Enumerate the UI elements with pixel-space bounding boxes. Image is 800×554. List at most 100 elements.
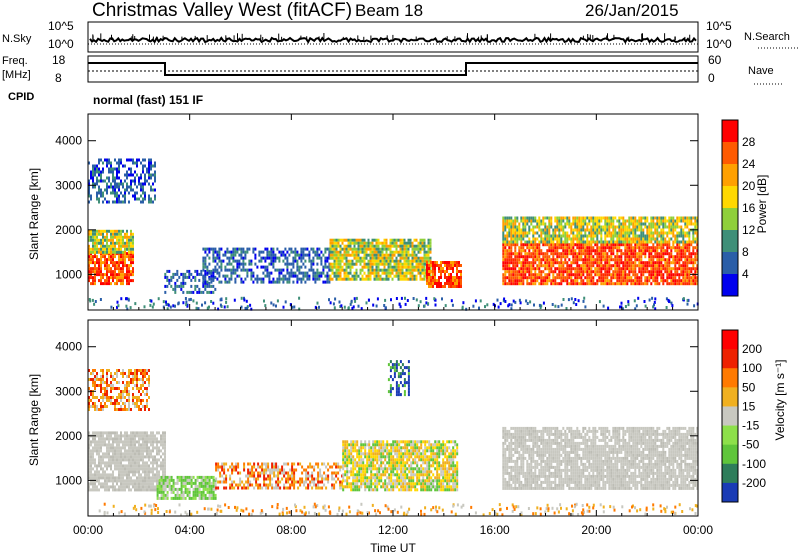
velocity-echo-cell [118,393,120,396]
power-echo-cell [586,240,589,244]
power-echo-cell [594,228,597,232]
power-echo-cell [343,250,346,254]
power-echo-cell [528,267,531,271]
power-echo-cell [672,234,675,238]
power-echo-cell [373,277,376,281]
freq-strip-frame [87,55,699,83]
power-echo-cell [582,273,585,277]
power-echo-cell [638,249,641,253]
power-echo-cell [584,222,587,226]
power-echo-cell [108,185,110,189]
velocity-echo-cell [92,485,94,489]
power-echo-cell [218,256,221,260]
velocity-echo-cell [94,396,96,399]
power-echo-cell [666,267,669,271]
power-echo-cell [118,279,120,283]
power-echo-cell [96,244,98,248]
power-echo-cell [640,246,643,250]
power-echo-cell [544,282,547,286]
power-echo-cell [114,200,116,204]
power-echo-cell [361,259,364,263]
power-echo-cell [114,282,116,286]
power-echo-cell [448,276,450,279]
velocity-echo-cell [126,458,128,462]
power-echo-cell [124,258,126,262]
power-echo-cell [397,277,400,281]
power-echo-cell [106,270,108,274]
power-echo-cell [252,247,255,251]
power-echo-cell [367,244,370,248]
power-echo-cell [436,282,438,285]
velocity-echo-cell [144,440,146,444]
power-echo-cell [421,262,424,266]
power-echo-cell [628,279,631,283]
power-echo-cell [148,164,150,168]
power-echo-cell [610,240,613,244]
power-echo-cell [126,238,128,242]
power-echo-cell [122,261,124,265]
power-echo-cell [128,167,130,171]
power-echo-cell [335,268,338,272]
power-echo-cell [108,200,110,204]
power-echo-cell [516,273,519,277]
power-echo-cell [262,265,265,269]
velocity-echo-cell [116,458,118,462]
power-echo-cell [514,228,517,232]
power-echo-cell [361,256,364,260]
power-echo-cell [550,261,553,265]
velocity-echo-cell [122,372,124,375]
velocity-echo-cell [104,387,106,390]
velocity-echo-cell [156,458,158,462]
power-echo-cell [148,170,150,174]
power-echo-cell [570,273,573,277]
power-echo-cell [550,225,553,229]
power-echo-cell [548,258,551,262]
power-echo-cell [596,279,599,283]
power-echo-cell [678,279,681,283]
power-echo-cell [542,282,545,286]
power-noise-cell [465,307,468,311]
power-echo-cell [592,222,595,226]
power-echo-cell [630,219,633,223]
power-echo-cell [94,276,96,280]
power-echo-cell [524,252,527,256]
power-echo-cell [333,244,336,248]
power-echo-cell [568,246,571,250]
power-echo-cell [100,264,102,268]
power-echo-cell [94,250,96,254]
velocity-echo-cell [98,461,100,465]
power-echo-cell [604,255,607,259]
power-echo-cell [456,279,458,282]
power-echo-cell [672,243,675,247]
power-echo-cell [652,225,655,229]
power-echo-cell [292,250,295,254]
power-echo-cell [120,282,122,286]
power-echo-cell [128,241,130,245]
power-echo-cell [116,194,118,198]
power-echo-cell [598,219,601,223]
power-echo-cell [401,247,404,251]
velocity-echo-cell [140,479,142,483]
power-echo-cell [401,265,404,269]
velocity-echo-cell [104,381,106,384]
velocity-echo-cell [112,387,114,390]
power-echo-cell [530,273,533,277]
power-echo-cell [361,277,364,281]
velocity-echo-cell [106,437,108,441]
velocity-echo-cell [164,437,166,441]
power-echo-cell [528,273,531,277]
power-echo-cell [387,253,390,257]
velocity-echo-cell [156,452,158,456]
y-tick-label: 2000 [55,223,82,237]
power-echo-cell [442,261,444,264]
velocity-echo-cell [140,437,142,441]
power-echo-cell [361,241,364,245]
power-echo-cell [644,249,647,253]
power-echo-cell [518,282,521,286]
power-echo-cell [646,282,649,286]
power-echo-cell [686,219,689,223]
power-echo-cell [351,241,354,245]
power-echo-cell [154,161,156,165]
power-echo-cell [246,274,249,278]
power-echo-cell [602,252,605,256]
